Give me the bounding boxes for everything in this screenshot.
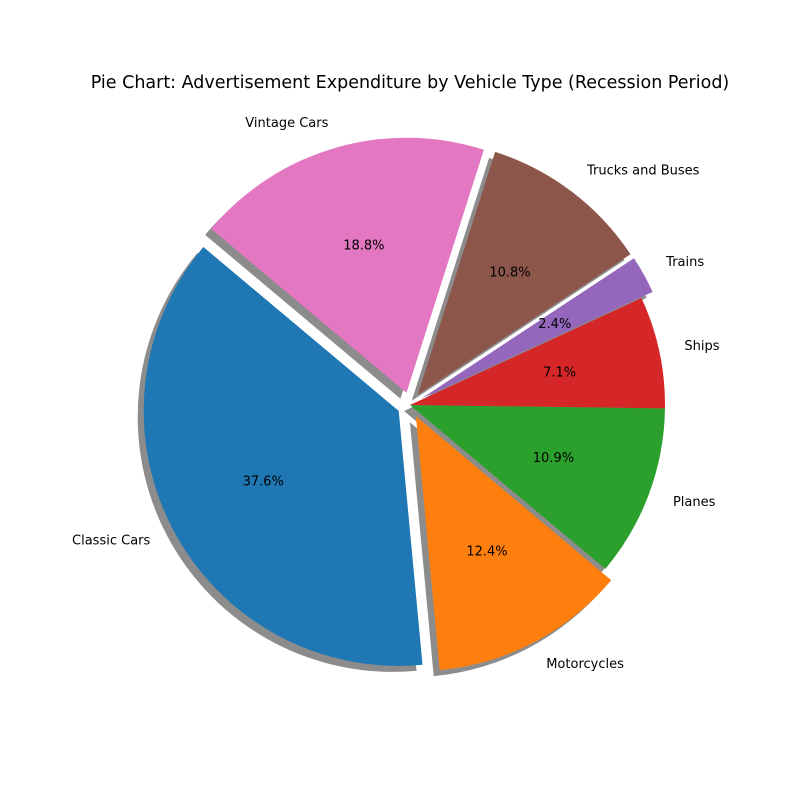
percent-label-trucks-and-buses: 10.8% [489,265,530,280]
slice-ships [410,298,665,409]
slice-classic-cars [143,247,423,666]
slice-vintage-cars [211,137,484,393]
category-label-trains: Trains [665,255,704,270]
category-label-ships: Ships [684,339,719,354]
percent-label-planes: 10.9% [533,451,574,466]
percent-labels: 37.6% 12.4% 10.9% 7.1% 2.4% 10.8% 18.8% [243,238,577,559]
pie-slices [143,137,665,671]
percent-label-vintage-cars: 18.8% [343,238,384,253]
slice-trucks-and-buses [417,151,631,395]
category-labels: Classic Cars Motorcycles Planes Ships Trains… [72,116,720,672]
category-label-trucks-and-buses: Trucks and Buses [586,164,700,179]
slice-motorcycles [415,416,612,671]
percent-label-motorcycles: 12.4% [466,544,507,559]
slice-planes [410,405,665,569]
percent-label-trains: 2.4% [538,317,571,332]
category-label-vintage-cars: Vintage Cars [245,116,328,131]
slice-trains [421,258,653,399]
percent-label-classic-cars: 37.6% [243,474,284,489]
category-label-planes: Planes [673,495,716,510]
percent-label-ships: 7.1% [543,366,576,381]
category-label-classic-cars: Classic Cars [72,534,150,549]
chart-title: Pie Chart: Advertisement Expenditure by … [91,73,730,93]
category-label-motorcycles: Motorcycles [546,657,624,672]
